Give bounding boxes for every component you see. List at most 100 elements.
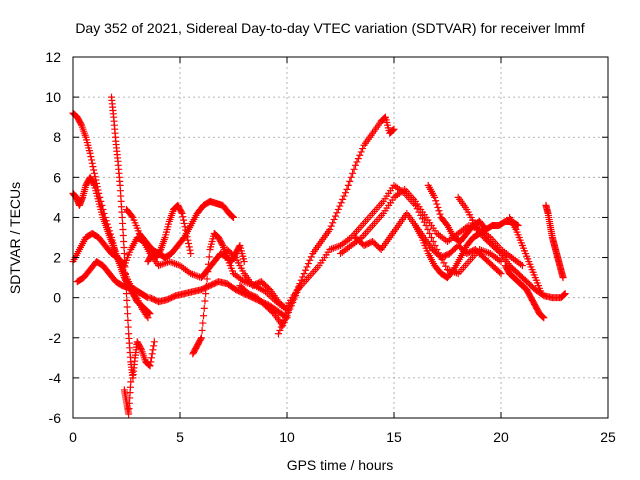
data-point	[88, 159, 96, 167]
data-point	[279, 320, 287, 328]
data-point	[432, 197, 440, 205]
data-point	[147, 358, 155, 366]
data-point	[77, 120, 85, 128]
series-track-g	[123, 197, 237, 262]
y-tick-label: -2	[49, 330, 62, 346]
data-point	[119, 225, 127, 233]
data-point	[127, 378, 135, 386]
data-point	[431, 193, 439, 201]
data-point	[184, 236, 192, 244]
data-point	[354, 155, 362, 163]
plot-frame	[72, 56, 609, 419]
x-tick-labels: 0 5 10 15 20 25	[69, 429, 616, 445]
y-tick-label: 0	[53, 290, 61, 306]
series-track-t	[501, 262, 548, 322]
data-point	[341, 189, 349, 197]
x-tick-label: 25	[600, 429, 616, 445]
data-point	[390, 125, 398, 133]
x-tick-label: 15	[386, 429, 402, 445]
data-point	[327, 222, 335, 230]
series-track-f	[73, 258, 152, 302]
data-point	[123, 290, 130, 298]
data-point	[340, 192, 348, 200]
data-point	[277, 323, 285, 331]
data-point	[560, 291, 568, 299]
data-point	[334, 205, 342, 213]
data-point	[200, 312, 208, 320]
data-point	[205, 253, 213, 261]
data-point	[559, 274, 567, 282]
data-point	[299, 273, 307, 281]
data-point	[349, 169, 357, 177]
data-point	[118, 213, 126, 221]
data-point	[146, 362, 154, 370]
series-track-u	[506, 213, 546, 298]
chart-title: Day 352 of 2021, Sidereal Day-to-day VTE…	[75, 20, 584, 36]
data-point	[419, 215, 427, 223]
data-point	[145, 361, 153, 369]
series-track-m	[274, 113, 398, 338]
data-point	[518, 262, 526, 270]
data-point	[144, 314, 152, 322]
x-axis-label: GPS time / hours	[287, 457, 394, 473]
data-point	[303, 263, 311, 271]
data-point	[149, 346, 157, 354]
data-point	[389, 127, 397, 135]
data-point	[185, 240, 193, 248]
data-point	[356, 151, 364, 159]
data-point	[274, 330, 282, 338]
data-point	[284, 306, 292, 314]
data-point	[435, 207, 443, 215]
y-tick-label: -4	[49, 370, 62, 386]
data-point	[538, 312, 546, 320]
data-point	[145, 309, 153, 317]
y-tick-label: 8	[53, 129, 61, 145]
data-point	[197, 334, 205, 342]
data-point	[307, 253, 315, 261]
data-point	[561, 290, 569, 298]
data-point	[442, 262, 450, 270]
data-point	[186, 246, 194, 254]
series-track-v	[542, 201, 567, 282]
data-point	[180, 216, 188, 224]
data-point	[329, 219, 337, 227]
data-point	[434, 203, 442, 211]
x-tick-label: 5	[176, 429, 184, 445]
series-track-h	[144, 201, 195, 266]
data-point	[230, 252, 238, 260]
data-point	[280, 316, 288, 324]
y-tick-label: 12	[45, 49, 61, 65]
data-point	[426, 229, 434, 237]
data-point	[203, 275, 211, 283]
data-point	[332, 212, 340, 220]
series-track-n	[283, 181, 505, 310]
data-point	[177, 208, 185, 216]
data-point	[339, 195, 347, 203]
data-point	[147, 354, 155, 362]
data-point	[204, 268, 212, 276]
data-point	[336, 202, 344, 210]
y-tick-label: 10	[45, 89, 61, 105]
data-point	[481, 224, 489, 232]
data-point	[540, 314, 548, 322]
data-points	[69, 93, 569, 418]
data-point	[143, 293, 151, 301]
data-point	[482, 225, 490, 233]
data-point	[145, 308, 153, 316]
data-point	[357, 148, 365, 156]
data-point	[182, 229, 190, 237]
data-point	[229, 213, 237, 221]
data-point	[88, 156, 96, 164]
data-point	[122, 276, 130, 284]
data-point	[343, 185, 351, 193]
grid-lines	[73, 57, 608, 418]
data-point	[282, 313, 290, 321]
axis-ticks	[72, 56, 609, 419]
data-point	[205, 260, 213, 268]
data-point	[560, 290, 568, 298]
data-point	[183, 233, 191, 241]
data-point	[351, 161, 359, 169]
data-point	[179, 213, 187, 221]
data-point	[120, 244, 128, 252]
